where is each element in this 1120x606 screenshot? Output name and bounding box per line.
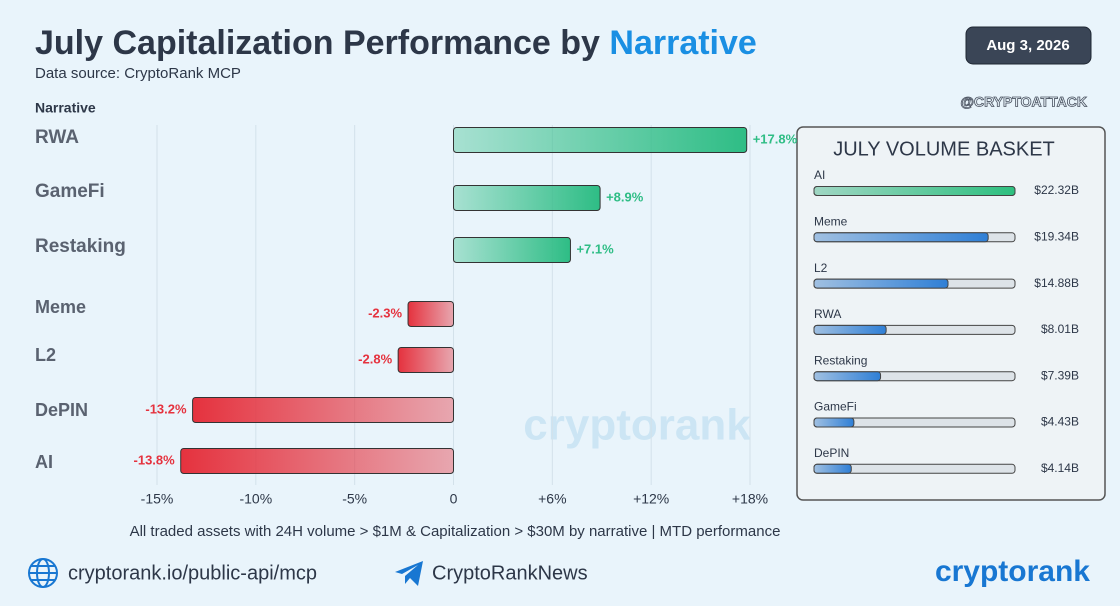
basket-value: $8.01B xyxy=(1041,322,1079,336)
x-tick-label: +18% xyxy=(732,491,768,507)
title: July Capitalization Performance by Narra… xyxy=(35,24,757,62)
y-axis-label: Narrative xyxy=(35,100,96,116)
footer-logo: cryptorank xyxy=(935,555,1090,588)
x-tick-label: -10% xyxy=(239,491,272,507)
bar xyxy=(453,127,748,153)
basket-title: JULY VOLUME BASKET xyxy=(833,138,1055,160)
basket-label: DePIN xyxy=(814,446,849,460)
basket-value: $4.14B xyxy=(1041,461,1079,475)
basket-bar xyxy=(813,186,1016,196)
x-tick-label: +12% xyxy=(633,491,669,507)
value-label: -13.2% xyxy=(145,401,187,416)
basket-label: RWA xyxy=(814,307,841,321)
basket-value: $4.43B xyxy=(1041,415,1079,429)
bar xyxy=(180,448,454,474)
handle: @CRYPTOATTACK xyxy=(960,94,1087,110)
bar xyxy=(453,185,601,211)
value-label: +17.8% xyxy=(753,131,798,146)
bar xyxy=(453,237,571,263)
bar xyxy=(192,397,455,423)
basket-label: GameFi xyxy=(814,400,857,414)
basket-value: $22.32B xyxy=(1034,183,1079,197)
value-label: +7.1% xyxy=(576,241,614,256)
category-label: Meme xyxy=(35,297,86,317)
basket-value: $14.88B xyxy=(1034,276,1079,290)
value-label: -2.3% xyxy=(368,305,402,320)
watermark: cryptorank xyxy=(523,401,751,450)
subtitle: Data source: CryptoRank MCP xyxy=(35,65,241,82)
x-tick-label: -15% xyxy=(141,491,174,507)
basket-panel xyxy=(796,126,1106,501)
bar xyxy=(407,301,454,327)
category-label: GameFi xyxy=(35,181,105,202)
title-highlight: Narrative xyxy=(609,24,756,62)
x-tick-label: +6% xyxy=(538,491,566,507)
basket-value: $19.34B xyxy=(1034,229,1079,243)
footer-telegram: CryptoRankNews xyxy=(432,562,588,584)
x-tick-label: 0 xyxy=(450,491,458,507)
basket-bar xyxy=(813,371,882,382)
category-label: DePIN xyxy=(35,400,88,420)
basket-label: AI xyxy=(814,168,825,182)
category-label: Restaking xyxy=(35,236,126,257)
basket-label: L2 xyxy=(814,261,828,275)
basket-bar xyxy=(813,278,949,289)
basket-bar xyxy=(813,232,989,243)
globe-icon xyxy=(28,558,58,588)
category-label: RWA xyxy=(35,127,79,148)
date-badge xyxy=(965,26,1092,65)
title-text: July Capitalization Performance by xyxy=(35,24,600,62)
basket-bar xyxy=(813,417,855,428)
value-label: -13.8% xyxy=(134,452,176,467)
telegram-icon xyxy=(395,561,423,586)
date: Aug 3, 2026 xyxy=(986,37,1069,54)
note: All traded assets with 24H volume > $1M … xyxy=(130,523,781,540)
basket-value: $7.39B xyxy=(1041,368,1079,382)
basket-label: Meme xyxy=(814,214,848,228)
value-label: +8.9% xyxy=(606,189,644,204)
footer-url: cryptorank.io/public-api/mcp xyxy=(68,562,317,584)
value-label: -2.8% xyxy=(358,351,392,366)
basket-bar xyxy=(813,324,887,335)
basket-bar xyxy=(813,463,852,474)
category-label: AI xyxy=(35,452,53,472)
x-tick-label: -5% xyxy=(342,491,367,507)
bar xyxy=(397,347,454,373)
basket-label: Restaking xyxy=(814,353,867,367)
category-label: L2 xyxy=(35,345,56,365)
